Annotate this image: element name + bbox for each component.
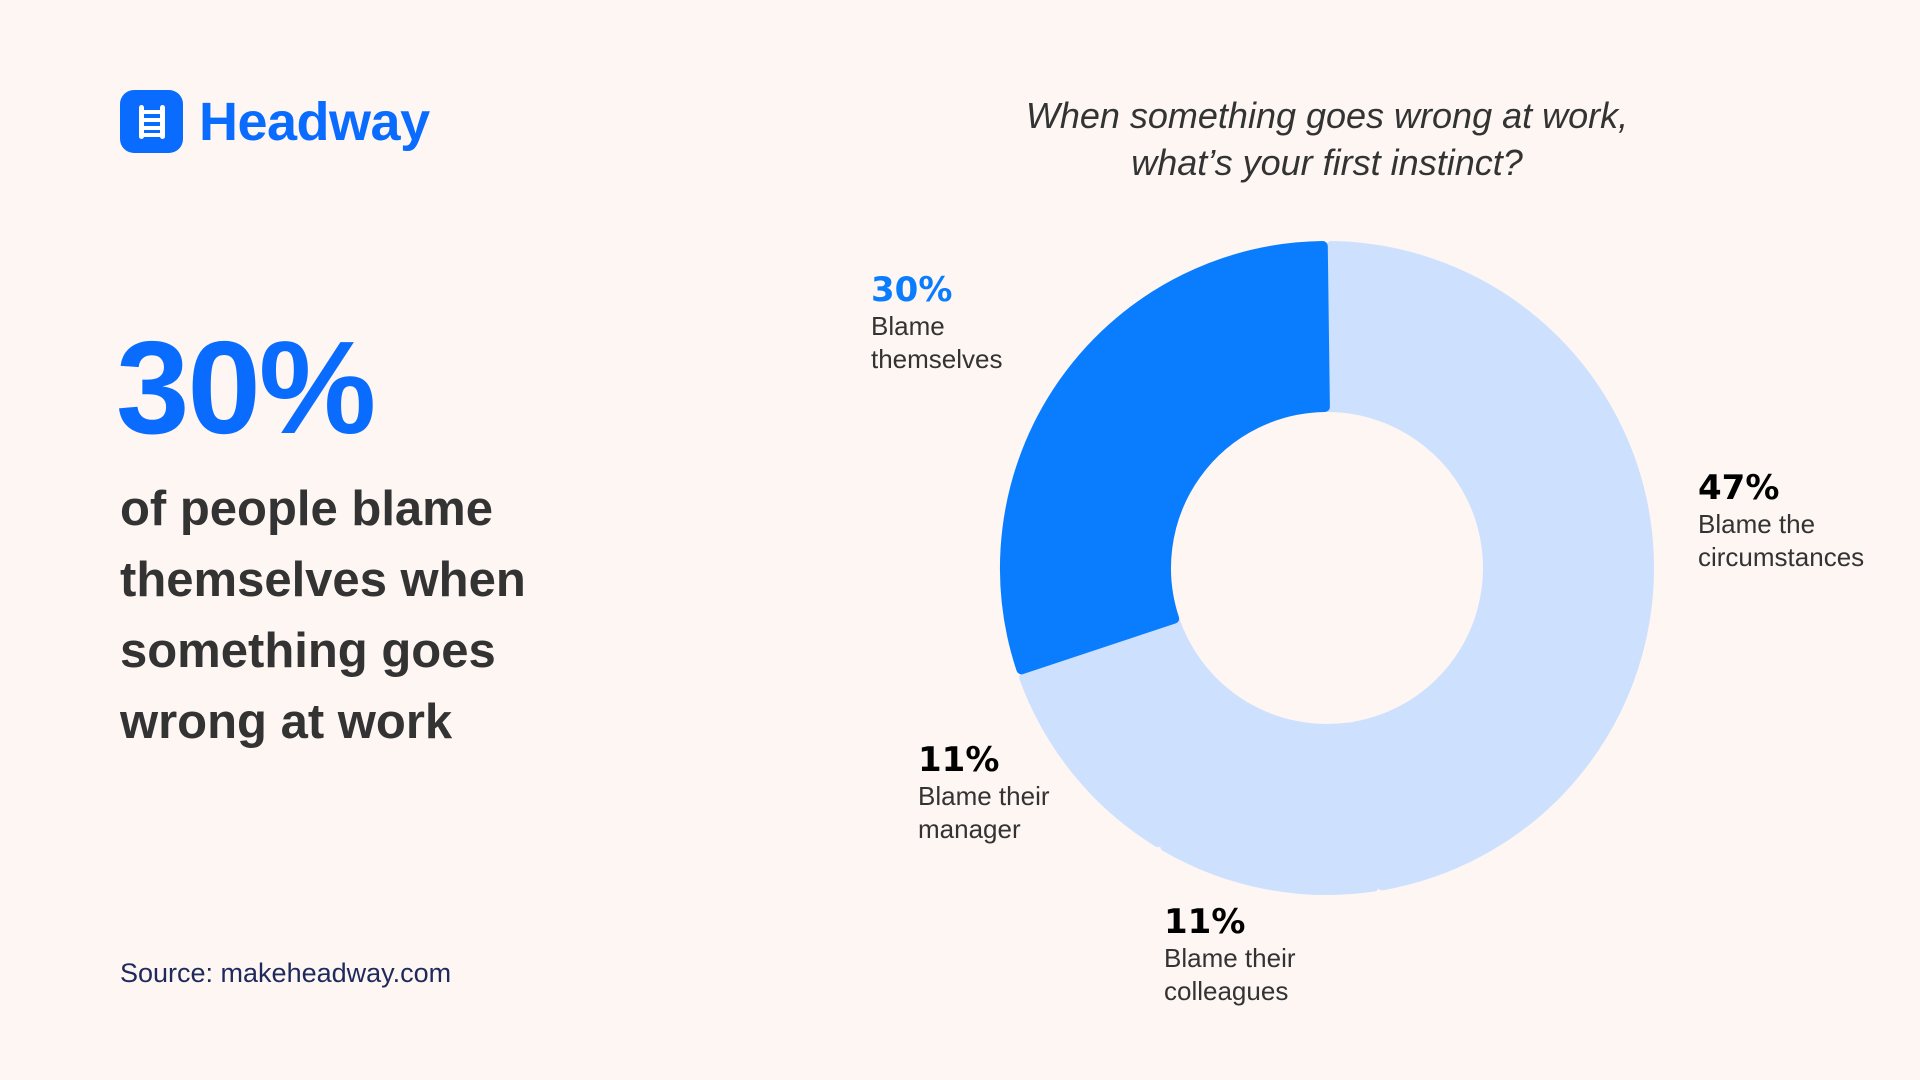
source-note: Source: makeheadway.com [120,958,452,988]
headline-description: of people blame themselves when somethin… [120,482,526,749]
chart-title-line-1: When something goes wrong at work, [1025,95,1629,136]
label-text: manager [918,814,1021,844]
label-text: themselves [871,344,1003,374]
label-text: Blame their [1164,943,1296,973]
label-percent: 11% [1164,902,1246,942]
donut-segment-blame-their-manager [1019,617,1248,848]
label-text: colleagues [1164,976,1289,1006]
label-percent: 47% [1698,468,1780,508]
headway-logo: Headway [120,90,430,153]
label-text: Blame the [1698,509,1816,539]
brand-name: Headway [199,91,430,152]
label-manager: 11% Blame their manager [918,740,1050,846]
donut-segment-blame-themselves [1000,241,1330,675]
ladder-icon [120,90,183,153]
label-colleagues: 11% Blame their colleagues [1164,902,1296,1008]
label-text: Blame [871,311,945,341]
chart-title-line-2: what’s your first instinct? [1131,142,1523,183]
donut-segment-blame-their-colleagues [1160,702,1379,895]
label-text: Blame their [918,781,1050,811]
label-percent: 11% [918,740,1000,780]
headline-stat: 30% [116,314,376,461]
chart-title: When something goes wrong at work, what’… [960,92,1694,186]
label-circumstances: 47% Blame the circumstances [1698,468,1864,574]
label-themselves: 30% Blame themselves [871,270,1003,376]
donut-segment-blame-the-circumstances [1324,241,1654,891]
label-text: circumstances [1698,542,1865,572]
label-percent: 30% [871,270,953,310]
